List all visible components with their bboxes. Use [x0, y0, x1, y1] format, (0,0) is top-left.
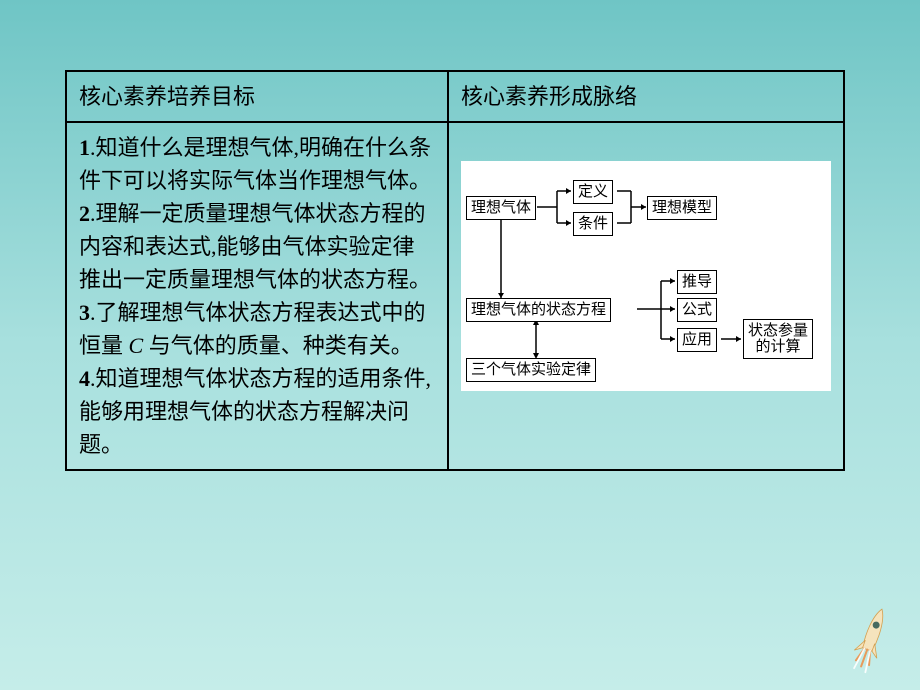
node-calc: 状态参量 的计算 [743, 319, 813, 359]
obj2-num: 2 [79, 201, 90, 226]
obj1-num: 1 [79, 135, 90, 160]
objectives-cell: 1.知道什么是理想气体,明确在什么条件下可以将实际气体当作理想气体。 2.理解一… [66, 122, 448, 470]
header-context: 核心素养形成脉络 [448, 71, 844, 122]
obj3-c: C [129, 333, 144, 358]
node-ideal-model: 理想模型 [647, 196, 717, 220]
node-ideal-gas: 理想气体 [466, 196, 536, 220]
obj4-num: 4 [79, 366, 90, 391]
node-calc-line2: 的计算 [756, 339, 801, 355]
node-formula: 公式 [677, 298, 717, 322]
header-objectives: 核心素养培养目标 [66, 71, 448, 122]
concept-diagram: 理想气体 定义 条件 理想模型 理想气体的状态方程 三个气体实验定律 推导 公式… [461, 161, 831, 391]
obj4-text: .知道理想气体状态方程的适用条件,能够用理想气体的状态方程解决问题。 [79, 366, 431, 457]
obj2-text: .理解一定质量理想气体状态方程的内容和表达式,能够由气体实验定律推出一定质量理想… [79, 201, 431, 292]
obj1-text: .知道什么是理想气体,明确在什么条件下可以将实际气体当作理想气体。 [79, 135, 431, 193]
objective-2: 2.理解一定质量理想气体状态方程的内容和表达式,能够由气体实验定律推出一定质量理… [79, 197, 435, 296]
obj3-text-b: 与气体的质量、种类有关。 [143, 333, 413, 358]
node-application: 应用 [677, 328, 717, 352]
objective-4: 4.知道理想气体状态方程的适用条件,能够用理想气体的状态方程解决问题。 [79, 362, 435, 461]
diagram-cell: 理想气体 定义 条件 理想模型 理想气体的状态方程 三个气体实验定律 推导 公式… [448, 122, 844, 470]
node-calc-line1: 状态参量 [748, 323, 808, 339]
rocket-decoration [845, 602, 895, 682]
content-table: 核心素养培养目标 核心素养形成脉络 1.知道什么是理想气体,明确在什么条件下可以… [65, 70, 845, 471]
objective-3: 3.了解理想气体状态方程表达式中的恒量 C 与气体的质量、种类有关。 [79, 296, 435, 362]
node-state-eq: 理想气体的状态方程 [466, 298, 611, 322]
obj3-num: 3 [79, 300, 90, 325]
node-three-laws: 三个气体实验定律 [466, 358, 596, 382]
node-condition: 条件 [573, 212, 613, 236]
objective-1: 1.知道什么是理想气体,明确在什么条件下可以将实际气体当作理想气体。 [79, 131, 435, 197]
node-definition: 定义 [573, 180, 613, 204]
node-derivation: 推导 [677, 270, 717, 294]
